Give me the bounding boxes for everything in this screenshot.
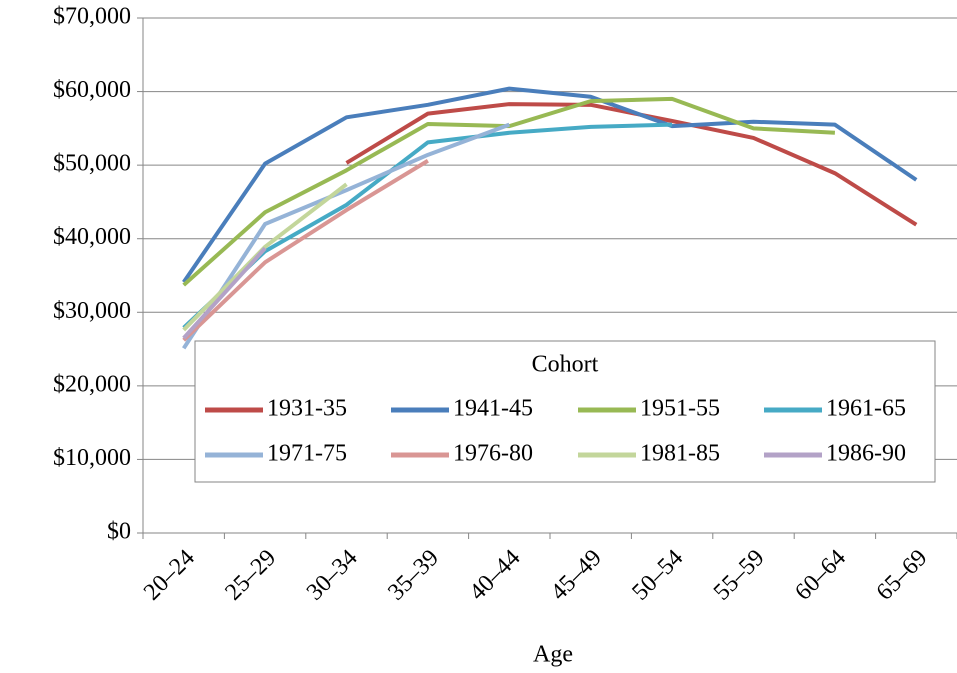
legend-label: 1981-85 <box>640 441 720 467</box>
x-axis-title: Age <box>533 642 573 668</box>
x-tick-label: 30–34 <box>302 545 363 606</box>
legend-label: 1961-65 <box>826 396 906 422</box>
x-tick-label: 55–59 <box>709 545 770 606</box>
series-line <box>182 182 348 332</box>
y-tick-label: $50,000 <box>53 151 131 177</box>
x-tick-label: 20–24 <box>139 545 200 606</box>
y-tick-label: $20,000 <box>53 371 131 397</box>
legend-label: 1971-75 <box>267 441 347 467</box>
series-line <box>182 159 429 342</box>
y-tick-label: $40,000 <box>53 224 131 250</box>
legend-label: 1951-55 <box>640 396 720 422</box>
legend-label: 1931-35 <box>267 396 347 422</box>
x-tick-label: 60–64 <box>790 545 851 606</box>
x-tick-label: 40–44 <box>465 545 526 606</box>
x-tick-label: 45–49 <box>546 545 607 606</box>
legend-label: 1986-90 <box>826 441 906 467</box>
series-line <box>182 246 267 340</box>
y-tick-label: $30,000 <box>53 298 131 324</box>
x-tick-label: 50–54 <box>627 545 688 606</box>
y-tick-label: $60,000 <box>53 77 131 103</box>
y-tick-label: $70,000 <box>53 4 131 30</box>
legend-label: 1941-45 <box>453 396 533 422</box>
series-line <box>182 96 836 287</box>
x-tick-label: 65–69 <box>872 545 933 606</box>
series-line <box>182 86 918 284</box>
x-tick-label: 25–29 <box>220 545 281 606</box>
legend-label: 1976-80 <box>453 441 533 467</box>
series-line <box>182 122 510 350</box>
x-tick-label: 35–39 <box>383 545 444 606</box>
y-tick-label: $10,000 <box>53 445 131 471</box>
legend-title: Cohort <box>532 352 599 378</box>
y-tick-label: $0 <box>107 519 131 545</box>
